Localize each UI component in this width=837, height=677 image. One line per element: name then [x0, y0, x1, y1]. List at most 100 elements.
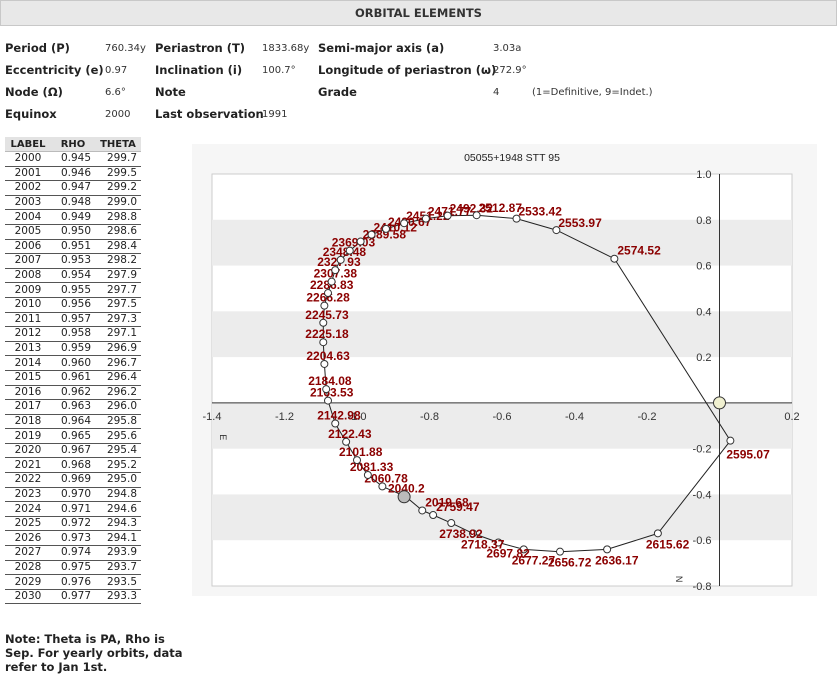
label-cell: 2021 — [5, 457, 51, 474]
theta-cell: 299.2 — [95, 180, 141, 196]
y-tick-label: 0.2 — [696, 352, 711, 364]
grade-value: 4 — [493, 87, 500, 98]
orbit-point — [331, 419, 340, 428]
rho-cell: 0.963 — [51, 399, 95, 415]
theta-cell: 296.9 — [95, 341, 141, 357]
table-row: 2000 0.945 299.7 — [5, 151, 141, 167]
rho-cell: 0.954 — [51, 268, 95, 284]
orbit-point — [367, 230, 376, 239]
label-cell: 2002 — [5, 180, 51, 196]
orbit-point-label: 2718.37 — [461, 537, 505, 551]
orbit-point-label: 2369.03 — [332, 236, 376, 250]
orbit-point — [512, 214, 521, 223]
periastron-label: Periastron (T) — [155, 41, 246, 55]
label-cell: 2009 — [5, 282, 51, 298]
orbit-point — [418, 506, 427, 515]
rho-cell: 0.961 — [51, 370, 95, 386]
y-tick-label: 0.6 — [696, 261, 711, 273]
table-row: 2007 0.953 298.2 — [5, 253, 141, 269]
orbit-point — [319, 338, 328, 347]
label-cell: 2024 — [5, 501, 51, 517]
table-row: 2004 0.949 298.8 — [5, 209, 141, 225]
label-cell: 2020 — [5, 443, 51, 459]
theta-cell: 299.0 — [95, 195, 141, 211]
orbit-point-label: 2553.97 — [558, 216, 602, 230]
x-tick-label: -0.2 — [638, 411, 657, 423]
label-cell: 2030 — [5, 589, 51, 605]
table-row: 2029 0.976 293.5 — [5, 574, 141, 590]
orbit-point-label: 2656.72 — [548, 556, 592, 570]
theta-cell: 298.8 — [95, 209, 141, 225]
orbit-point-label: 2184.08 — [308, 374, 352, 388]
orbit-point — [400, 219, 409, 228]
orbit-point — [342, 437, 351, 446]
orbit-point-label: 2430.67 — [388, 215, 432, 229]
table-row: 2026 0.973 294.1 — [5, 530, 141, 547]
x-tick-label: 0.2 — [784, 411, 799, 423]
orbit-point — [603, 545, 612, 554]
orbit-point — [447, 519, 456, 528]
equinox-label: Equinox — [5, 107, 57, 121]
table-row: 2010 0.956 297.5 — [5, 297, 141, 313]
theta-cell: 298.2 — [95, 253, 141, 269]
rho-cell: 0.962 — [51, 385, 95, 401]
rho-cell: 0.975 — [51, 560, 95, 576]
y-tick-label: -0.6 — [693, 535, 712, 547]
column-header-theta: THETA — [95, 137, 141, 152]
y-tick-label: -0.8 — [693, 581, 712, 593]
x-tick-label: -1.4 — [203, 411, 222, 423]
label-cell: 2014 — [5, 355, 51, 371]
label-cell: 2004 — [5, 209, 51, 225]
orbit-point-label: 2225.18 — [305, 327, 349, 341]
table-row: 2020 0.967 295.4 — [5, 443, 141, 459]
theta-cell: 297.1 — [95, 326, 141, 342]
orbit-point — [429, 511, 438, 520]
orbit-point-label: 2348.48 — [323, 245, 367, 259]
rho-cell: 0.945 — [51, 151, 95, 167]
label-cell: 2001 — [5, 166, 51, 182]
theta-cell: 295.8 — [95, 414, 141, 430]
theta-cell: 293.5 — [95, 574, 141, 590]
table-row: 2003 0.948 299.0 — [5, 195, 141, 211]
rho-cell: 0.977 — [51, 589, 95, 605]
orbit-point-label: 2636.17 — [595, 553, 639, 567]
orbit-point-label: 2245.73 — [305, 308, 349, 322]
label-cell: 2013 — [5, 341, 51, 357]
orbit-point-label: 2163.53 — [310, 386, 354, 400]
rho-cell: 0.965 — [51, 428, 95, 444]
table-row: 2018 0.964 295.8 — [5, 414, 141, 430]
orbit-point — [382, 224, 390, 233]
orbit-point — [363, 470, 372, 479]
orbit-chart: 05055+1948 STT 95 -1.4 -1.2 -1.0 -0.8 -0.6 -0… — [203, 152, 800, 593]
table-row: 2002 0.947 299.2 — [5, 180, 141, 196]
orbit-point — [556, 547, 564, 556]
plot-area: -1.4 -1.2 -1.0 -0.8 -0.6 -0.4 -0.2 0.2 1.0 0.8 0.6… — [203, 169, 800, 593]
label-cell: 2018 — [5, 414, 51, 430]
theta-cell: 296.0 — [95, 399, 141, 415]
orbit-point — [319, 318, 328, 327]
orbit-point-label: 2759.47 — [436, 500, 480, 514]
theta-cell: 295.4 — [95, 443, 141, 459]
orbit-point — [324, 396, 332, 405]
orbit-point — [320, 301, 329, 310]
orbit-point — [353, 456, 361, 465]
orbit-point — [324, 289, 332, 298]
orbit-point — [322, 385, 331, 394]
orbit-point — [610, 254, 619, 263]
orbit-point-label: 2471.77 — [428, 205, 472, 219]
longitude-periastron-value: 272.9° — [493, 65, 527, 76]
label-cell: 2016 — [5, 385, 51, 401]
orbit-point — [653, 529, 662, 538]
label-cell: 2023 — [5, 487, 51, 503]
period-label: Period (P) — [5, 41, 70, 55]
current-position-marker — [397, 490, 411, 504]
primary-star-marker — [713, 396, 726, 410]
orbit-point-label: 2512.87 — [479, 201, 523, 215]
rho-cell: 0.960 — [51, 355, 95, 371]
table-row: 2006 0.951 298.4 — [5, 239, 141, 255]
label-cell: 2028 — [5, 560, 51, 576]
rho-cell: 0.976 — [51, 574, 95, 590]
label-cell: 2026 — [5, 530, 51, 547]
label-cell: 2012 — [5, 326, 51, 342]
label-cell: 2003 — [5, 195, 51, 211]
